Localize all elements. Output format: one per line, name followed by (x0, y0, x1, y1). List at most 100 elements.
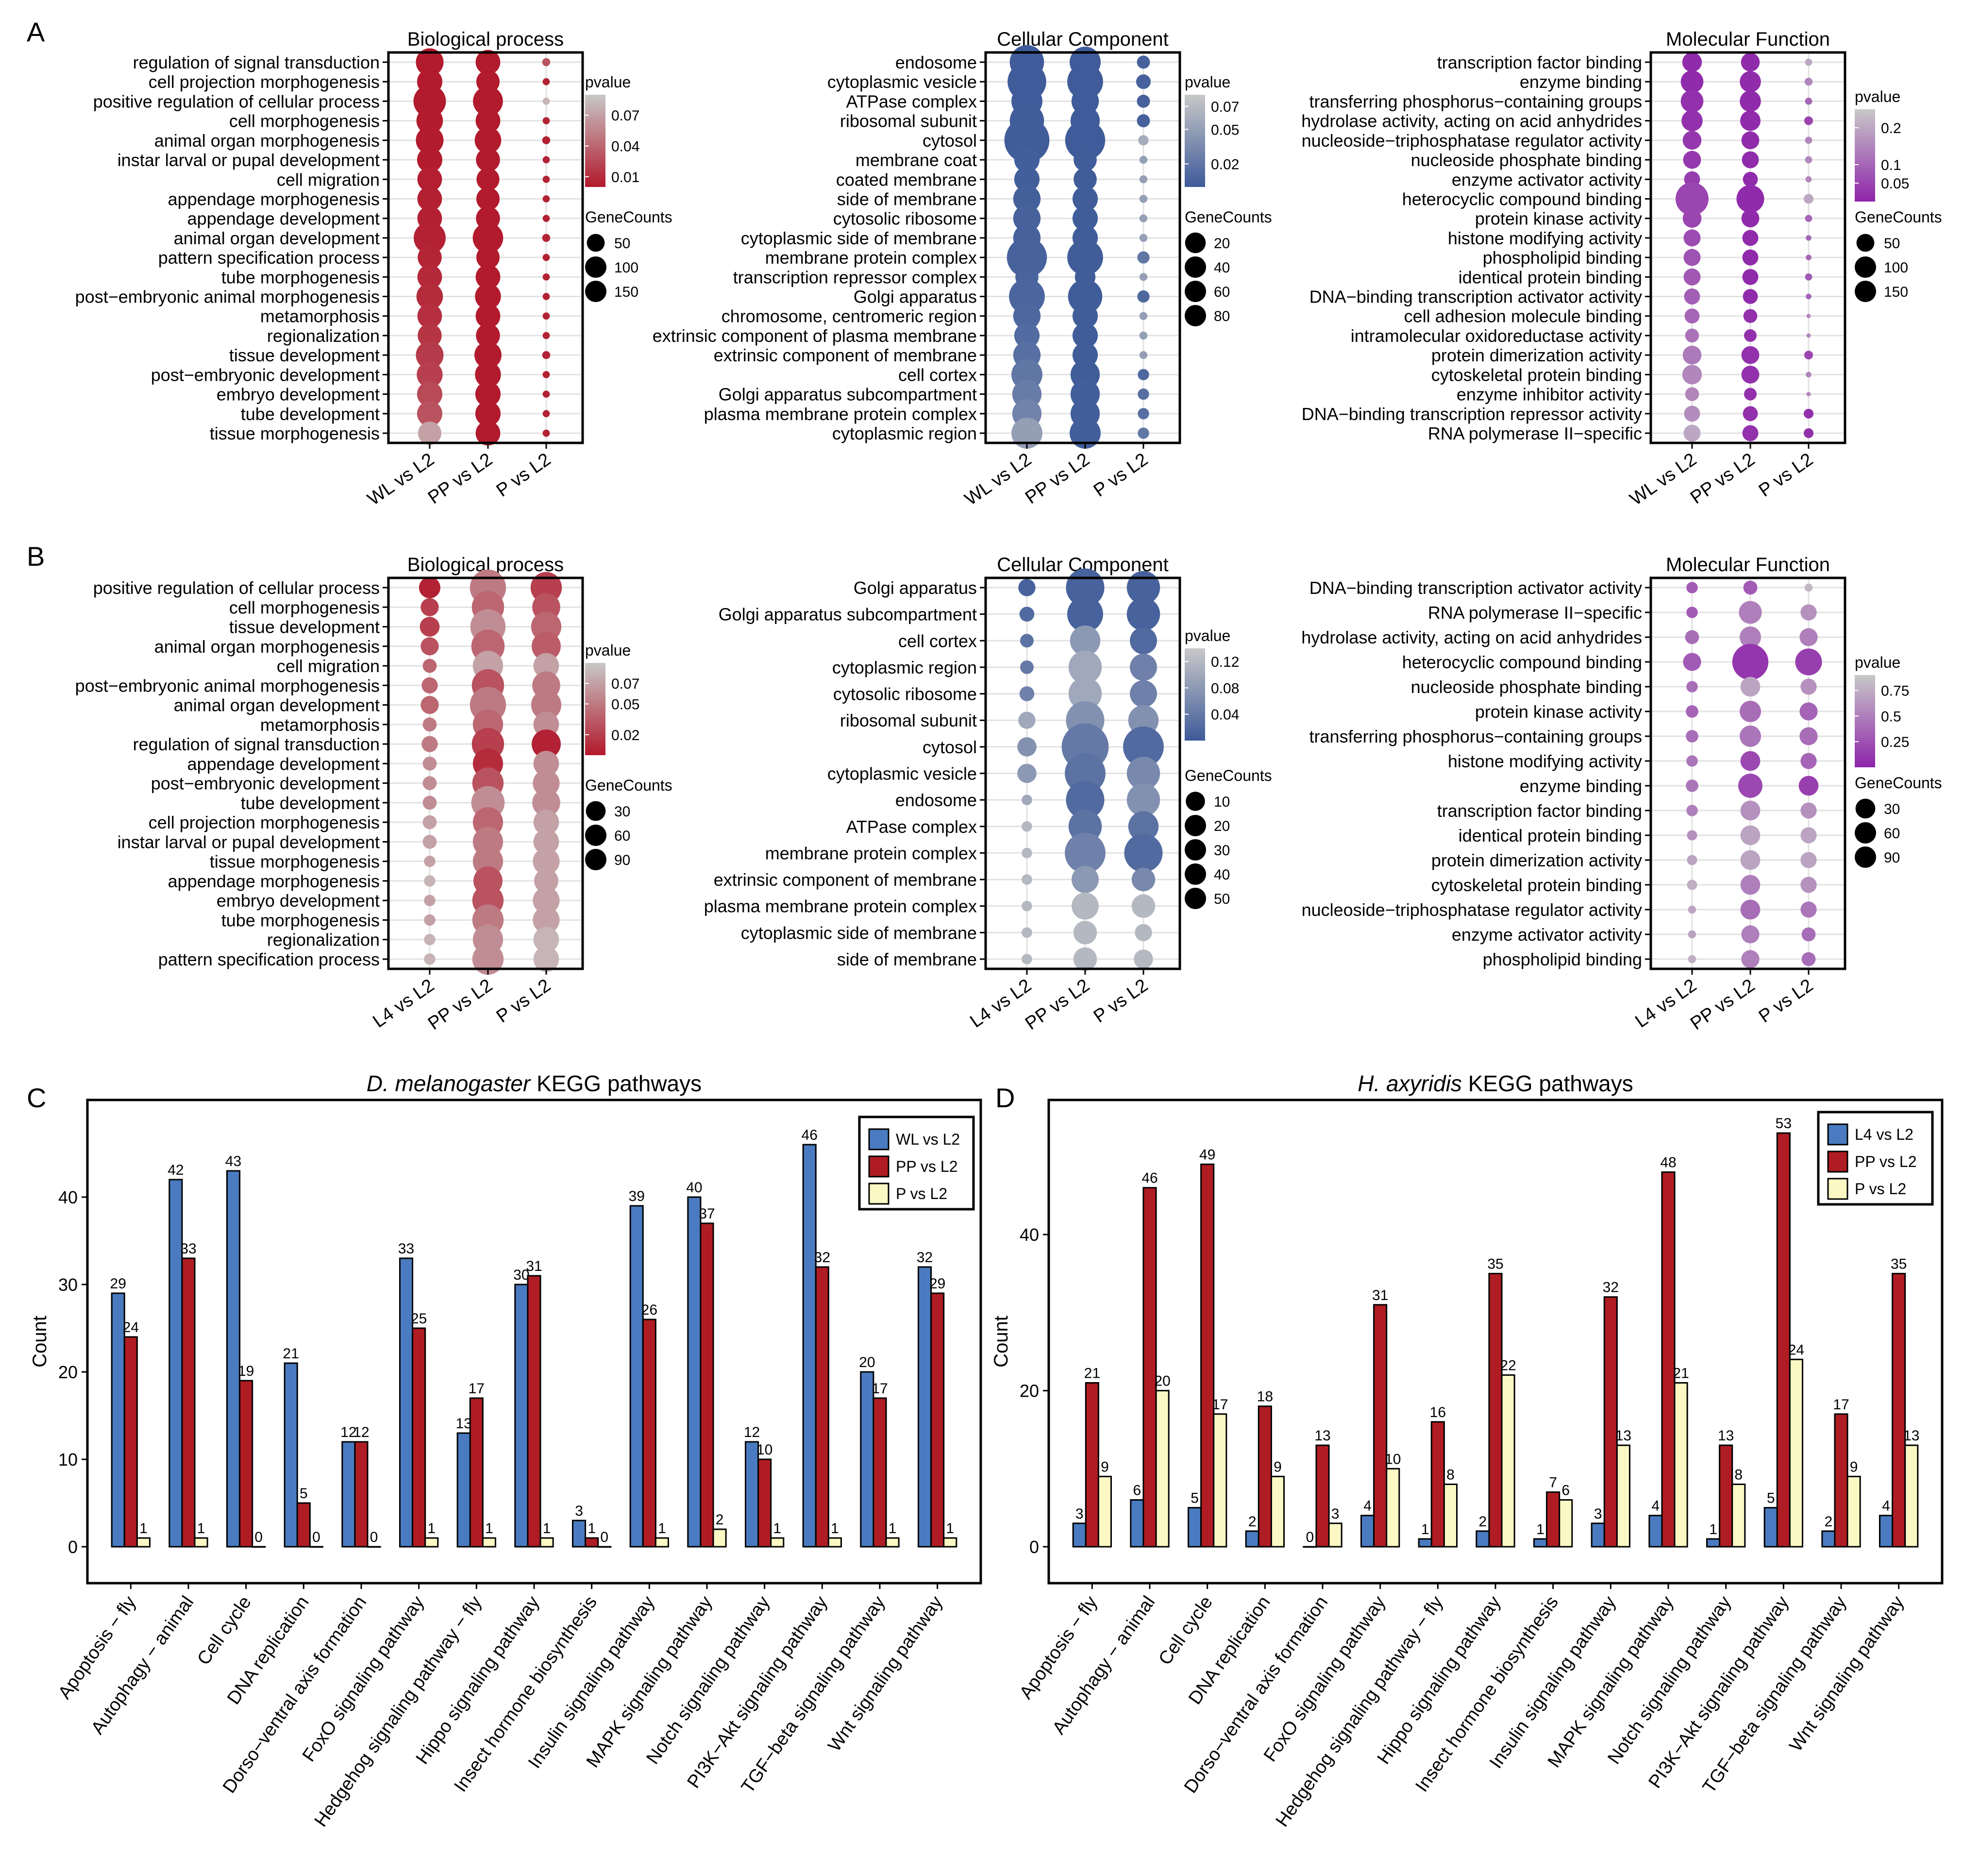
bar (1763, 1507, 1778, 1548)
row-label: regionalization (267, 326, 380, 346)
dot (542, 410, 550, 418)
bar (1661, 1171, 1676, 1548)
bar (943, 1537, 957, 1548)
bar (1821, 1530, 1836, 1548)
dot (1800, 604, 1817, 621)
row-label: cell morphogenesis (229, 111, 380, 131)
dot (542, 195, 550, 203)
dot (1806, 314, 1811, 319)
row-label: instar larval or pupal development (117, 150, 380, 170)
row-label: identical protein binding (1459, 826, 1642, 845)
bar-value-label: 1 (543, 1521, 551, 1537)
dot (1686, 607, 1698, 618)
dot (542, 215, 550, 222)
dot (417, 186, 442, 211)
bar (181, 1257, 196, 1548)
bar-value-label: 43 (225, 1153, 241, 1169)
dot (1013, 185, 1041, 213)
size-legend-dot (1186, 792, 1205, 811)
y-axis-label: Count (29, 1316, 50, 1368)
row-label: regulation of signal transduction (133, 52, 380, 72)
row-label: cytosol (923, 737, 977, 757)
bar (123, 1336, 138, 1548)
plot-frame (387, 576, 584, 970)
bar-value-label: 1 (587, 1521, 596, 1537)
y-tick-label: 40 (58, 1187, 78, 1207)
bar (745, 1441, 759, 1548)
legend-label: PP vs L2 (896, 1158, 957, 1175)
dot (417, 361, 443, 388)
bar-value-label: 9 (1274, 1459, 1282, 1475)
dot (1022, 821, 1032, 832)
bar (1085, 1382, 1099, 1548)
size-legend-label: 60 (1884, 826, 1900, 842)
row-label: metamorphosis (260, 715, 380, 735)
size-legend-dot (1856, 234, 1875, 252)
bar (1130, 1499, 1144, 1548)
bar (1418, 1538, 1432, 1548)
dot (421, 736, 438, 752)
bar-value-label: 17 (1833, 1397, 1849, 1413)
bar-value-label: 19 (238, 1363, 254, 1379)
dot (1072, 186, 1098, 212)
dot (1070, 418, 1101, 449)
dot (1131, 867, 1156, 892)
bar (770, 1537, 785, 1548)
row-label: endosome (895, 790, 977, 810)
dot (1130, 653, 1157, 681)
dot (542, 312, 550, 320)
bar (1155, 1390, 1170, 1548)
dot (1686, 582, 1698, 593)
dot (542, 351, 551, 359)
dot (1800, 678, 1817, 695)
dot (1018, 711, 1036, 729)
size-legend-label: 80 (1214, 308, 1230, 324)
size-legend-title: GeneCounts (1185, 767, 1272, 784)
bar (1360, 1515, 1375, 1548)
dot (1682, 345, 1702, 365)
bar-value-label: 40 (686, 1180, 702, 1196)
bar-value-label: 35 (1487, 1256, 1503, 1272)
dot (1684, 288, 1700, 304)
bar (136, 1537, 151, 1548)
size-legend-label: 50 (1884, 236, 1900, 252)
bar-value-label: 53 (1776, 1115, 1792, 1132)
row-label: cell migration (277, 169, 380, 189)
bar (572, 1520, 587, 1548)
dot (542, 273, 550, 281)
dot (1682, 209, 1702, 228)
row-label: tissue development (229, 345, 380, 365)
row-label: cytoskeletal protein binding (1431, 365, 1642, 385)
dot (1741, 131, 1760, 150)
bar (424, 1537, 439, 1548)
row-label: cell cortex (898, 365, 977, 385)
dot (1686, 681, 1698, 693)
dot (1068, 650, 1102, 684)
row-label: nucleoside phosphate binding (1411, 150, 1642, 170)
bar (514, 1284, 529, 1548)
size-legend-dot (1185, 815, 1206, 836)
bar (1245, 1530, 1259, 1548)
dot (1126, 783, 1160, 817)
bar (1892, 1273, 1906, 1548)
bar-value-label: 2 (716, 1512, 724, 1528)
dot (1072, 205, 1098, 231)
dot (476, 323, 500, 348)
bar (456, 1432, 471, 1548)
dot (421, 677, 438, 693)
dot (1800, 827, 1817, 844)
bar-value-label: 3 (1075, 1506, 1084, 1522)
size-legend-label: 60 (614, 828, 630, 844)
bar (1142, 1187, 1157, 1548)
bar (1546, 1491, 1560, 1548)
dot (1688, 955, 1696, 963)
row-label: endosome (895, 52, 977, 72)
dot (542, 429, 550, 437)
row-label: cytosol (923, 131, 977, 151)
dot (1799, 702, 1818, 721)
dot (1138, 135, 1149, 146)
dot (1072, 303, 1098, 329)
dot (1137, 55, 1150, 69)
bar-value-label: 17 (872, 1381, 888, 1397)
bar (1603, 1296, 1618, 1548)
